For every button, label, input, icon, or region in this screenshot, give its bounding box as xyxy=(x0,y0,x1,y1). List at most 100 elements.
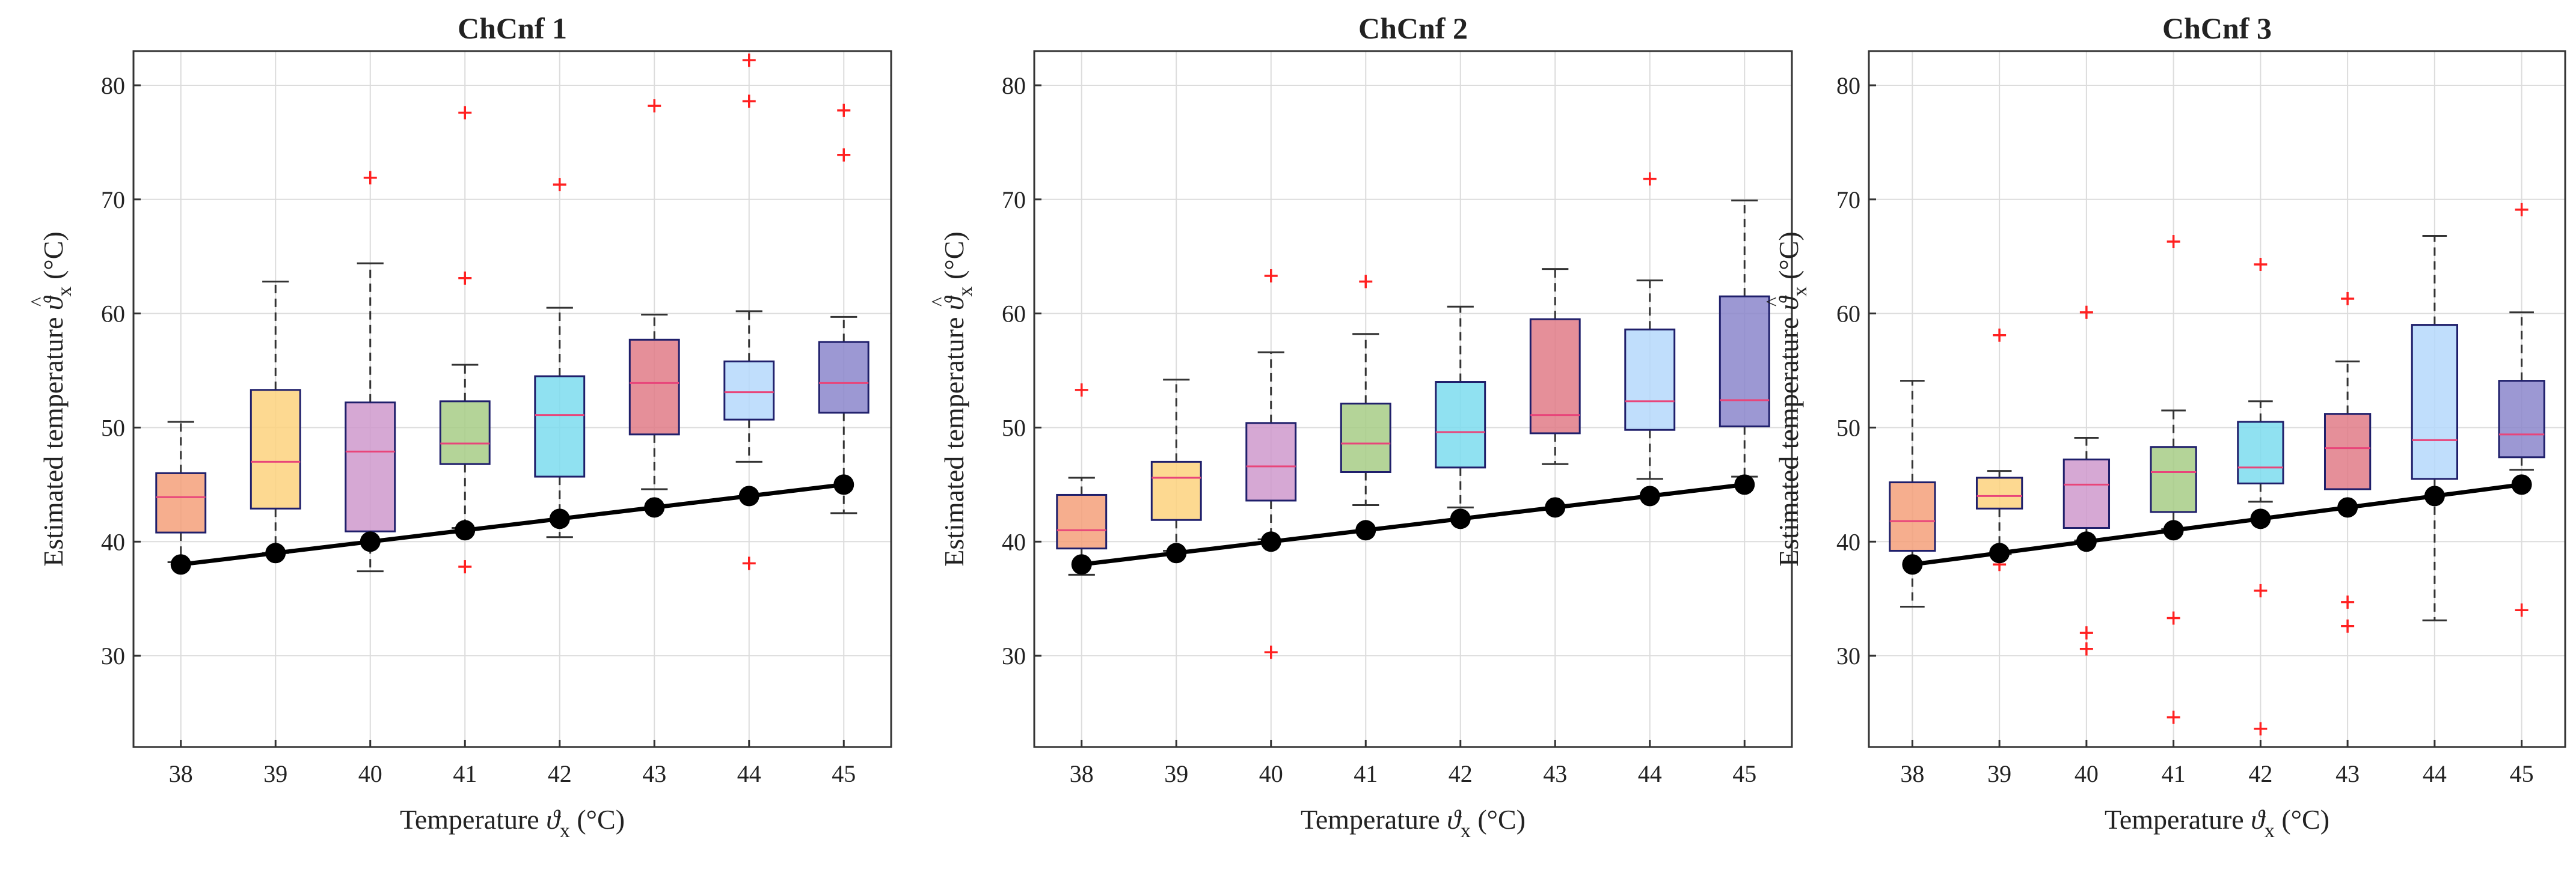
x-tick-label: 38 xyxy=(1070,760,1094,787)
x-tick-label: 42 xyxy=(1449,760,1473,787)
outlier-marker xyxy=(2254,584,2268,597)
outlier-marker xyxy=(2254,722,2268,736)
reference-line xyxy=(1912,482,2522,567)
box-40 xyxy=(345,401,396,532)
box-45 xyxy=(1719,295,1770,428)
outlier-marker xyxy=(1264,645,1278,659)
y-axis-label-subscript: x xyxy=(1789,287,1811,297)
reference-point xyxy=(1071,554,1092,575)
axes-frame xyxy=(1868,50,2566,748)
outlier-marker xyxy=(2079,626,2093,640)
x-tick-label: 43 xyxy=(2335,760,2360,787)
box-42 xyxy=(534,375,586,478)
x-tick-label: 38 xyxy=(169,760,193,787)
y-tick-label: 40 xyxy=(1836,528,1860,555)
y-axis-label-unit: (°C) xyxy=(939,231,969,286)
y-axis-label: Estimated temperature ^ϑx (°C) xyxy=(1762,231,1811,566)
reference-point xyxy=(360,531,381,552)
outlier-marker xyxy=(2515,603,2528,617)
box-42 xyxy=(2237,421,2284,484)
reference-point xyxy=(265,543,286,564)
outlier-marker xyxy=(742,94,756,108)
x-axis-label-subscript: x xyxy=(2265,820,2275,842)
reference-point xyxy=(1734,474,1755,495)
outlier-marker xyxy=(2167,611,2180,625)
y-axis-label-unit: (°C) xyxy=(38,231,69,286)
chart-panel-1: 30 40 50 60 70 80 38 39 40 41 42 43 44 45 ChCnf 1 Tempe… xyxy=(27,11,892,842)
outlier-marker xyxy=(648,99,661,113)
outlier-marker xyxy=(2341,291,2355,305)
x-tick-label: 41 xyxy=(453,760,477,787)
reference-line xyxy=(180,482,844,567)
axes-frame xyxy=(132,50,892,748)
x-tick-label: 45 xyxy=(2510,760,2534,787)
reference-point xyxy=(455,520,476,541)
reference-point xyxy=(1545,497,1566,518)
box-43 xyxy=(2323,413,2372,490)
y-tick-label: 80 xyxy=(1002,72,1026,99)
x-tick-label: 43 xyxy=(1543,760,1567,787)
box-39 xyxy=(1150,460,1202,521)
y-tick-label: 80 xyxy=(1836,72,1860,99)
y-tick-label: 40 xyxy=(1002,528,1026,555)
box-43 xyxy=(628,338,680,436)
outlier-marker xyxy=(458,560,472,574)
outlier-marker xyxy=(2341,619,2355,633)
y-tick-label: 30 xyxy=(1002,642,1026,669)
outlier-marker xyxy=(1993,328,2007,342)
outlier-marker xyxy=(458,271,472,285)
x-tick-label: 42 xyxy=(548,760,572,787)
box-38 xyxy=(155,472,207,534)
x-tick-label: 41 xyxy=(1354,760,1378,787)
y-tick-label: 60 xyxy=(101,300,125,328)
y-axis-label-symbol: ϑ xyxy=(939,295,969,310)
y-tick-label: 60 xyxy=(1002,300,1026,328)
x-tick-label: 45 xyxy=(1732,760,1756,787)
y-axis-label-text: Estimated temperature xyxy=(939,310,969,567)
x-tick-label: 41 xyxy=(2162,760,2186,787)
reference-point xyxy=(1450,508,1471,529)
y-tick-label: 50 xyxy=(101,414,125,441)
y-tick-label: 80 xyxy=(101,72,125,99)
x-tick-label: 44 xyxy=(737,760,761,787)
y-axis-label-hat: ^ xyxy=(928,297,950,306)
y-tick-label: 30 xyxy=(1836,642,1860,669)
y-axis-label-text: Estimated temperature xyxy=(38,310,69,567)
y-axis-label-symbol: ϑ xyxy=(38,295,69,310)
x-tick-label: 43 xyxy=(642,760,666,787)
x-axis-label-subscript: x xyxy=(1461,820,1471,842)
reference-point xyxy=(1902,554,1923,575)
box-41 xyxy=(439,400,491,465)
reference-point xyxy=(170,554,191,575)
y-tick-label: 70 xyxy=(1836,186,1860,213)
x-axis-label: Temperature ϑx (°C) xyxy=(1301,804,1526,842)
reference-point xyxy=(2511,474,2532,495)
outlier-marker xyxy=(1643,172,1657,186)
reference-point xyxy=(644,497,665,518)
outlier-marker xyxy=(1359,275,1373,288)
outlier-marker xyxy=(2079,642,2093,656)
outlier-marker xyxy=(1075,383,1088,397)
x-axis-label-unit: (°C) xyxy=(2275,804,2329,835)
y-tick-label: 70 xyxy=(1002,186,1026,213)
x-tick-label: 40 xyxy=(1259,760,1283,787)
outlier-marker xyxy=(742,556,756,570)
outlier-marker xyxy=(2515,203,2528,216)
y-tick-label: 30 xyxy=(101,642,125,669)
outlier-marker xyxy=(2167,710,2180,724)
outlier-marker xyxy=(363,171,377,184)
chart-title: ChCnf 1 xyxy=(458,11,567,45)
y-axis-label-subscript: x xyxy=(954,287,977,297)
box-45 xyxy=(818,341,869,414)
reference-point xyxy=(2250,508,2271,529)
outlier-marker xyxy=(2167,235,2180,249)
y-axis-label-symbol: ϑ xyxy=(1773,295,1804,310)
x-tick-label: 42 xyxy=(2248,760,2272,787)
x-tick-label: 39 xyxy=(1987,760,2011,787)
chart-title: ChCnf 3 xyxy=(2162,11,2272,45)
y-tick-label: 50 xyxy=(1836,414,1860,441)
y-axis-label-text: Estimated temperature xyxy=(1773,310,1804,567)
y-axis-label-hat: ^ xyxy=(1762,297,1785,306)
chart-title: ChCnf 2 xyxy=(1358,11,1468,45)
